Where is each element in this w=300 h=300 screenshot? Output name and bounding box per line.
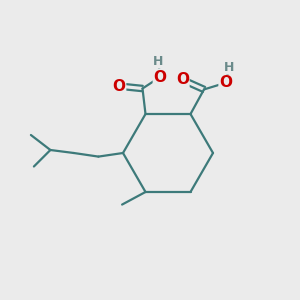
Text: H: H — [153, 55, 164, 68]
Text: O: O — [176, 72, 189, 87]
Text: O: O — [112, 79, 126, 94]
Text: H: H — [224, 61, 234, 74]
Text: O: O — [219, 75, 232, 90]
Text: O: O — [153, 70, 167, 85]
